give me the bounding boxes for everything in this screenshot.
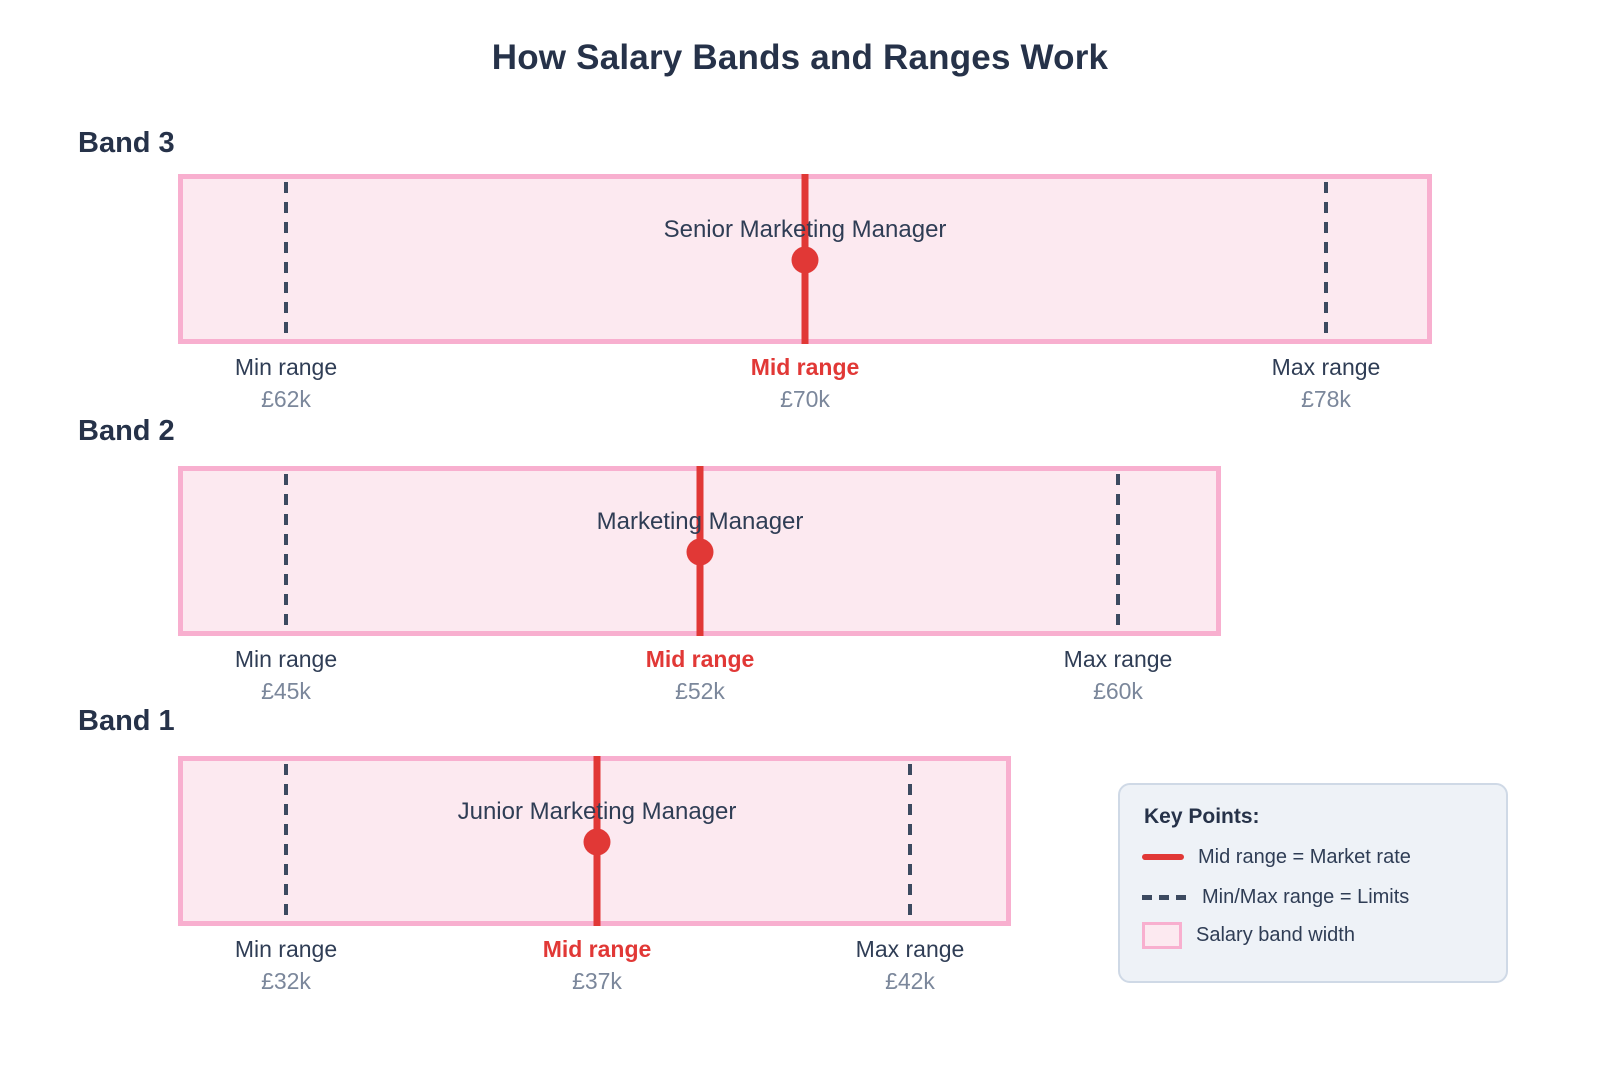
- legend-item-band-width: Salary band width: [1142, 921, 1494, 949]
- band-1-role-label: Junior Marketing Manager: [457, 798, 737, 825]
- band-3-role-label: Senior Marketing Manager: [663, 216, 947, 243]
- band-1-min-range-value: £32k: [261, 968, 311, 994]
- band-3-mid-range-label: Mid range: [750, 354, 860, 380]
- legend-item-label: Mid range = Market rate: [1198, 845, 1411, 868]
- band-2-min-range-label: Min range: [234, 646, 338, 672]
- mid-range-line-swatch-icon: [1142, 854, 1184, 860]
- band-1-min-range-label: Min range: [234, 936, 338, 962]
- band-3-min-range-label: Min range: [234, 354, 338, 380]
- band-2-mid-range-dot: [686, 538, 714, 566]
- band-2-max-range-label: Max range: [1063, 646, 1173, 672]
- band-2-mid-range-label: Mid range: [645, 646, 755, 672]
- band-2-mid-range-value: £52k: [675, 678, 725, 704]
- key-points-title: Key Points:: [1144, 805, 1260, 828]
- minmax-dashed-line-swatch-icon: [1142, 894, 1188, 900]
- legend-item-mid-range: Mid range = Market rate: [1142, 843, 1494, 871]
- band-1-mid-range-label: Mid range: [542, 936, 652, 962]
- band-2-max-range-value: £60k: [1093, 678, 1143, 704]
- page-title: How Salary Bands and Ranges Work: [491, 38, 1109, 77]
- band-3-min-range-dashed-line: [284, 182, 288, 336]
- band-1-max-range-label: Max range: [855, 936, 965, 962]
- legend-item-label: Salary band width: [1196, 923, 1355, 946]
- band-1-mid-range-value: £37k: [572, 968, 622, 994]
- band-3-max-range-label: Max range: [1271, 354, 1381, 380]
- band-2-min-range-value: £45k: [261, 678, 311, 704]
- band-3-mid-range-dot: [791, 246, 819, 274]
- band-3-label: Band 3: [78, 127, 175, 159]
- band-2-role-label: Marketing Manager: [596, 508, 804, 535]
- band-2-min-range-dashed-line: [284, 474, 288, 628]
- band-1-mid-range-dot: [583, 828, 611, 856]
- band-3-min-range-value: £62k: [261, 386, 311, 412]
- band-1-max-range-value: £42k: [885, 968, 935, 994]
- band-2-max-range-dashed-line: [1116, 474, 1120, 628]
- legend-item-label: Min/Max range = Limits: [1202, 885, 1410, 908]
- legend-item-minmax-range: Min/Max range = Limits: [1142, 883, 1494, 911]
- band-1-min-range-dashed-line: [284, 764, 288, 918]
- band-3-mid-range-value: £70k: [780, 386, 830, 412]
- band-3-max-range-value: £78k: [1301, 386, 1351, 412]
- key-points-panel: Key Points: Mid range = Market rate Min/…: [1118, 783, 1508, 983]
- band-3-max-range-dashed-line: [1324, 182, 1328, 336]
- band-1-label: Band 1: [78, 705, 175, 737]
- band-2-label: Band 2: [78, 415, 175, 447]
- band-1-max-range-dashed-line: [908, 764, 912, 918]
- salary-band-swatch-icon: [1142, 921, 1182, 949]
